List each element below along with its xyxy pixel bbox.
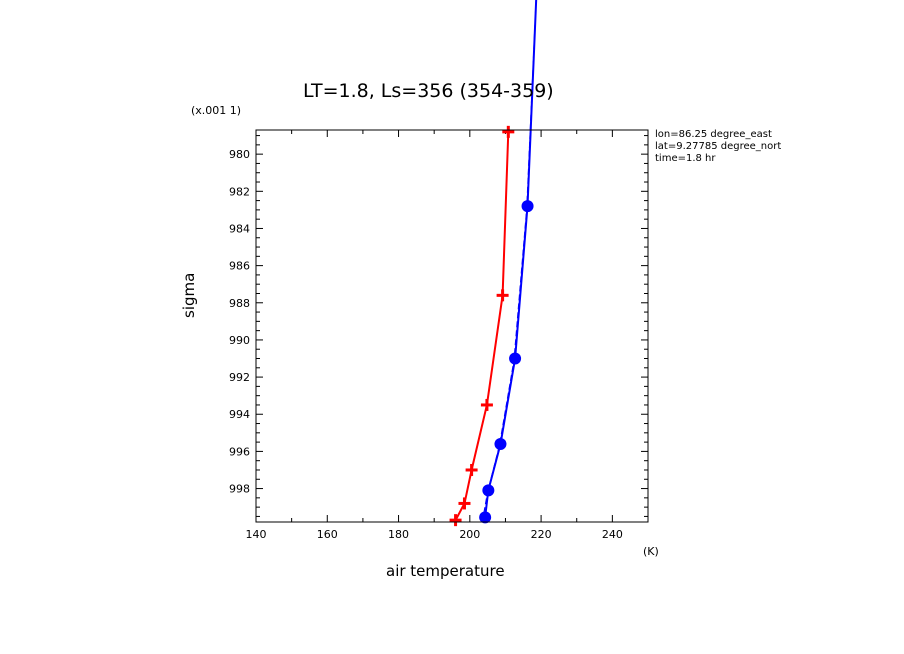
y-tick-label: 986 — [229, 260, 250, 273]
x-axis-unit: (K) — [643, 545, 659, 558]
series-line — [484, 0, 538, 518]
y-tick-label: 980 — [229, 148, 250, 161]
plot-frame — [255, 129, 649, 523]
info-lat: lat=9.27785 degree_north — [655, 141, 781, 152]
y-axis-label: sigma — [180, 272, 198, 318]
series-line — [481, 0, 537, 523]
x-tick-label: 180 — [388, 528, 409, 541]
y-tick-label: 994 — [229, 408, 250, 421]
info-time: time=1.8 hr — [655, 153, 716, 164]
ticks-layer: 140 160 180 200 220 240 980 982 984 986 988 990 992 9… — [229, 130, 649, 541]
series-line — [454, 131, 510, 521]
x-tick-label: 200 — [459, 528, 480, 541]
x-tick-label: 240 — [602, 528, 623, 541]
data-point — [509, 352, 522, 365]
info-block: lon=86.25 degree_east lat=9.27785 degree… — [655, 129, 781, 165]
y-tick-label: 982 — [229, 185, 250, 198]
x-tick-label: 220 — [531, 528, 552, 541]
data-point — [494, 437, 507, 450]
chart-title: LT=1.8, Ls=356 (354-359) — [303, 80, 554, 102]
y-tick-label: 996 — [229, 445, 250, 458]
x-axis-label: air temperature — [386, 562, 505, 580]
info-lon: lon=86.25 degree_east — [655, 129, 772, 140]
y-tick-label: 984 — [229, 222, 250, 235]
y-tick-label: 998 — [229, 483, 250, 496]
y-scale-note: (x.001 1) — [191, 104, 242, 117]
x-tick-label: 160 — [317, 528, 338, 541]
x-tick-label: 140 — [246, 528, 267, 541]
y-tick-label: 992 — [229, 371, 250, 384]
y-tick-label: 990 — [229, 334, 250, 347]
data-point — [521, 200, 534, 213]
series-layer — [449, 0, 538, 527]
y-tick-label: 988 — [229, 297, 250, 310]
